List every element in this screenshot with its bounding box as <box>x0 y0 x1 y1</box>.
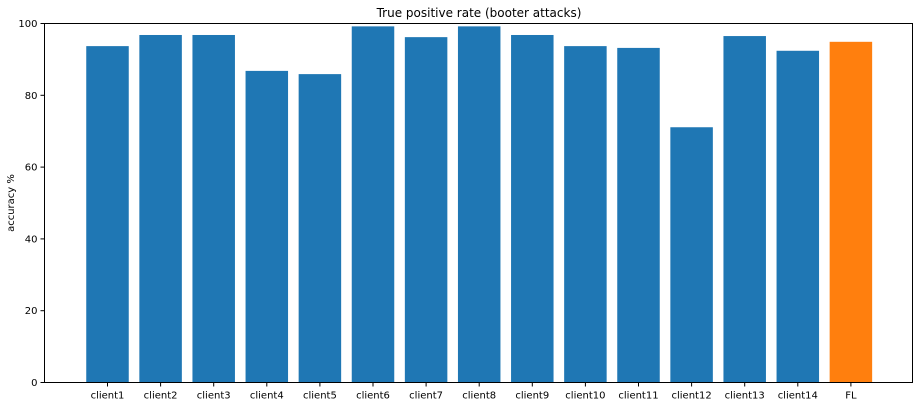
bar-client11 <box>617 47 660 383</box>
bar-client13 <box>723 36 766 383</box>
bar-client3 <box>192 34 235 383</box>
plot-frame <box>44 23 913 383</box>
x-tick-label: client5 <box>303 391 337 402</box>
bar-client2 <box>139 34 182 383</box>
bar-fl <box>829 41 873 383</box>
x-tick-label: client10 <box>565 391 605 402</box>
x-tick-label: client11 <box>618 391 658 402</box>
bar-client8 <box>457 26 501 383</box>
x-tick-label: client14 <box>778 391 818 402</box>
x-axis-ticks: client1 client2 client3 client4 client5 clien… <box>91 382 857 402</box>
bar-client4 <box>245 70 289 383</box>
bars-group <box>86 26 873 383</box>
x-tick-label: client6 <box>356 391 390 402</box>
bar-client6 <box>351 26 395 383</box>
y-axis-ticks: 0 20 40 60 80 100 <box>18 19 45 389</box>
bar-client10 <box>564 46 607 383</box>
y-tick-label: 100 <box>18 19 37 30</box>
x-tick-label: client9 <box>515 391 549 402</box>
bar-client1 <box>86 46 129 383</box>
y-axis-label: accuracy % <box>6 174 17 232</box>
x-tick-label: client2 <box>144 391 178 402</box>
x-tick-label: client4 <box>250 391 284 402</box>
x-tick-label: client12 <box>671 391 711 402</box>
y-tick-label: 20 <box>25 306 38 317</box>
y-tick-label: 60 <box>25 163 38 174</box>
x-tick-label: client8 <box>462 391 496 402</box>
y-tick-label: 80 <box>25 91 38 102</box>
x-tick-label: client7 <box>409 391 443 402</box>
bar-client9 <box>511 34 554 383</box>
y-tick-label: 0 <box>31 378 37 389</box>
bar-client5 <box>298 74 342 383</box>
bar-client12 <box>670 127 713 383</box>
x-tick-label: client13 <box>725 391 765 402</box>
bar-client14 <box>776 50 820 383</box>
x-tick-label: client3 <box>197 391 231 402</box>
x-tick-label: FL <box>845 391 857 402</box>
bar-client7 <box>404 37 448 383</box>
chart-title: True positive rate (booter attacks) <box>376 6 582 20</box>
y-tick-label: 40 <box>25 234 38 245</box>
x-tick-label: client1 <box>91 391 125 402</box>
